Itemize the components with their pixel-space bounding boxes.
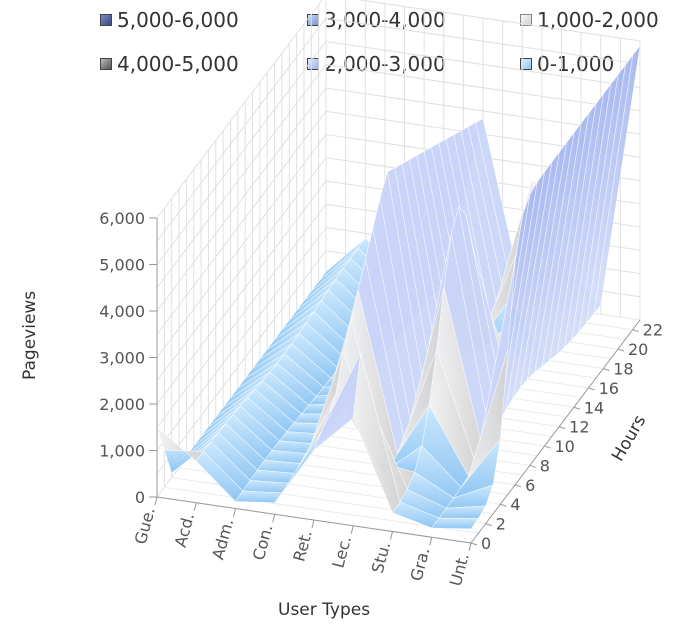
y-tick-label: 2,000 (99, 395, 145, 414)
z-tick (559, 426, 566, 430)
z-tick-label: 20 (628, 340, 648, 359)
z-tick-label: 8 (540, 456, 550, 475)
x-axis-title: User Types (278, 600, 371, 620)
legend-label: 1,000-2,000 (537, 8, 659, 32)
x-tick-label: Gra. (406, 545, 433, 583)
z-tick-label: 2 (496, 515, 506, 534)
x-tick-label: Adm. (208, 517, 237, 562)
legend-swatch (100, 14, 112, 26)
z-tick (632, 329, 639, 333)
x-axis-line (156, 496, 472, 544)
z-tick (485, 523, 492, 527)
y-tick-label: 0 (135, 488, 145, 507)
legend-item: 1,000-2,000 (520, 8, 659, 32)
x-tick (154, 496, 158, 506)
z-axis-line (470, 319, 641, 544)
legend-label: 4,000-5,000 (117, 52, 239, 76)
surface (156, 45, 641, 530)
x-tick-label: Gue. (131, 505, 159, 546)
z-tick (603, 368, 610, 371)
z-tick-label: 4 (510, 495, 520, 514)
legend-item: 0-1,000 (520, 52, 614, 76)
legend-label: 5,000-6,000 (117, 8, 239, 32)
x-tick (193, 502, 197, 511)
y-tick-label: 3,000 (99, 349, 145, 368)
x-tick (350, 525, 354, 534)
legend-swatch (520, 58, 532, 70)
z-tick (617, 348, 625, 352)
legend-label: 0-1,000 (537, 52, 615, 76)
z-tick-label: 12 (569, 418, 589, 437)
y-tick-label: 1,000 (99, 442, 145, 461)
z-tick-label: 0 (481, 534, 491, 553)
z-tick-label: 18 (613, 359, 633, 378)
z-tick (470, 542, 478, 546)
z-tick (544, 445, 551, 449)
x-tick-label: Acd. (171, 511, 198, 549)
legend-swatch (520, 14, 532, 26)
z-tick-label: 14 (584, 398, 604, 417)
x-tick-label: Unt. (446, 551, 473, 588)
x-tick-label: Stu. (368, 540, 395, 575)
x-tick-label: Lec. (328, 534, 355, 570)
x-tick-label: Ret. (289, 528, 316, 563)
x-tick (233, 508, 236, 517)
legend-swatch (100, 58, 112, 70)
y-tick-label: 5,000 (99, 256, 145, 275)
x-tick (272, 514, 276, 523)
z-tick-label: 6 (525, 476, 535, 495)
x-tick-label: Con. (249, 522, 277, 562)
z-tick (588, 387, 595, 391)
x-tick (468, 542, 472, 552)
z-tick-label: 16 (599, 379, 619, 398)
z-tick-label: 22 (643, 321, 663, 340)
x-tick (311, 519, 315, 529)
z-tick (500, 503, 507, 507)
y-tick-label: 4,000 (99, 302, 145, 321)
z-tick (514, 484, 522, 488)
legend-item: 5,000-6,000 (100, 8, 239, 32)
surface-quad (234, 490, 283, 503)
y-tick-label: 6,000 (99, 209, 145, 228)
x-tick (429, 537, 433, 546)
x-tick (390, 531, 393, 540)
z-tick (529, 464, 536, 468)
z-tick (573, 406, 581, 410)
gridline (156, 0, 641, 219)
z-tick-label: 10 (554, 437, 574, 456)
legend-item: 4,000-5,000 (100, 52, 239, 76)
y-axis-title: Pageviews (20, 290, 40, 380)
surface-quad (431, 517, 479, 530)
